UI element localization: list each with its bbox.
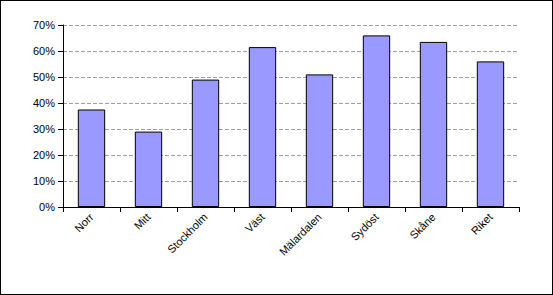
svg-text:Stockholm: Stockholm (165, 211, 210, 256)
svg-text:50%: 50% (33, 71, 55, 83)
svg-text:30%: 30% (33, 123, 55, 135)
svg-text:20%: 20% (33, 149, 55, 161)
svg-text:Norr: Norr (72, 211, 96, 235)
svg-text:Väst: Väst (243, 211, 267, 235)
svg-text:40%: 40% (33, 97, 55, 109)
svg-text:Mitt: Mitt (132, 211, 153, 232)
svg-text:0%: 0% (39, 201, 55, 213)
svg-text:70%: 70% (33, 19, 55, 31)
svg-text:60%: 60% (33, 45, 55, 57)
svg-text:Sydöst: Sydöst (349, 211, 381, 243)
svg-text:Riket: Riket (469, 211, 495, 237)
svg-text:Skåne: Skåne (407, 211, 438, 242)
svg-text:Mälardalen: Mälardalen (277, 211, 324, 258)
svg-text:10%: 10% (33, 175, 55, 187)
